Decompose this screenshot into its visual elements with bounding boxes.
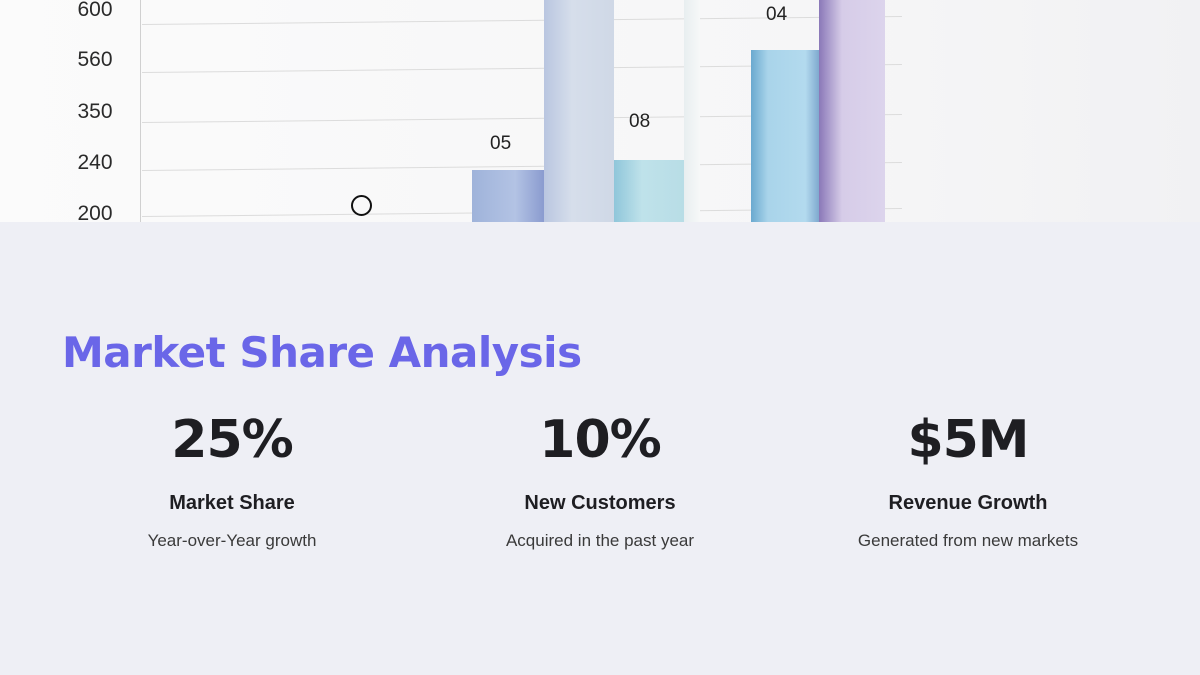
stat-value: 10% [539,410,661,470]
stat-value: $5M [907,410,1029,470]
bar-data-label: 04 [766,4,788,25]
section-title: Market Share Analysis [62,328,582,377]
stat-description: Acquired in the past year [505,531,695,550]
stat-label: Market Share [169,492,295,514]
stat-label: Revenue Growth [888,492,1048,514]
stat-value: 25% [171,410,293,470]
y-tick-label: 560 [77,48,113,71]
y-tick-label: 600 [77,0,113,21]
bar [614,160,684,222]
stat-label: New Customers [524,492,676,514]
circle-marker [351,195,372,216]
bar [751,50,819,222]
bar-chart-photo: 600 560 350 240 200 05 08 04 [0,0,1200,222]
y-axis-line [140,0,141,222]
y-tick-label: 240 [77,151,113,174]
bar [544,0,614,222]
bar [684,0,700,222]
stat-revenue-growth: $5M Revenue Growth Generated from new ma… [788,410,1148,551]
y-tick-label: 200 [77,202,113,222]
y-tick-label: 350 [77,100,113,123]
bar-data-label: 05 [490,133,512,154]
stat-new-customers: 10% New Customers Acquired in the past y… [420,410,780,551]
bar [472,170,544,222]
gridline [141,16,902,25]
stat-description: Year-over-Year growth [147,531,317,550]
stat-description: Generated from new markets [857,531,1079,550]
bar [819,0,885,222]
bar-data-label: 08 [629,111,651,132]
stat-market-share: 25% Market Share Year-over-Year growth [52,410,412,551]
